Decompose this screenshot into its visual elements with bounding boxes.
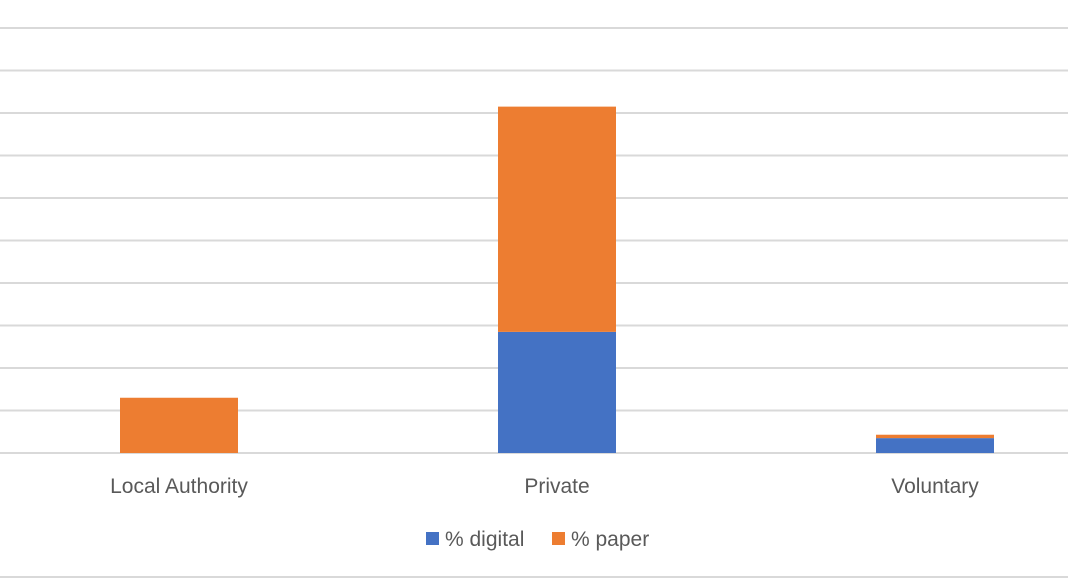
category-labels: Local Authority Private Voluntary (110, 475, 979, 498)
legend-swatch (552, 532, 565, 545)
bars (120, 106, 994, 453)
legend: % digital % paper (426, 528, 649, 551)
bar-digital-voluntary (876, 438, 994, 453)
legend-swatch (426, 532, 439, 545)
category-label: Local Authority (110, 475, 248, 498)
bar-paper-private (498, 106, 616, 332)
legend-label: % paper (571, 528, 649, 551)
category-label: Voluntary (891, 475, 979, 498)
bar-paper-local-authority (120, 397, 238, 453)
bar-paper-voluntary (876, 434, 994, 439)
category-label: Private (524, 475, 589, 498)
bar-digital-private (498, 331, 616, 453)
legend-label: % digital (445, 528, 524, 551)
